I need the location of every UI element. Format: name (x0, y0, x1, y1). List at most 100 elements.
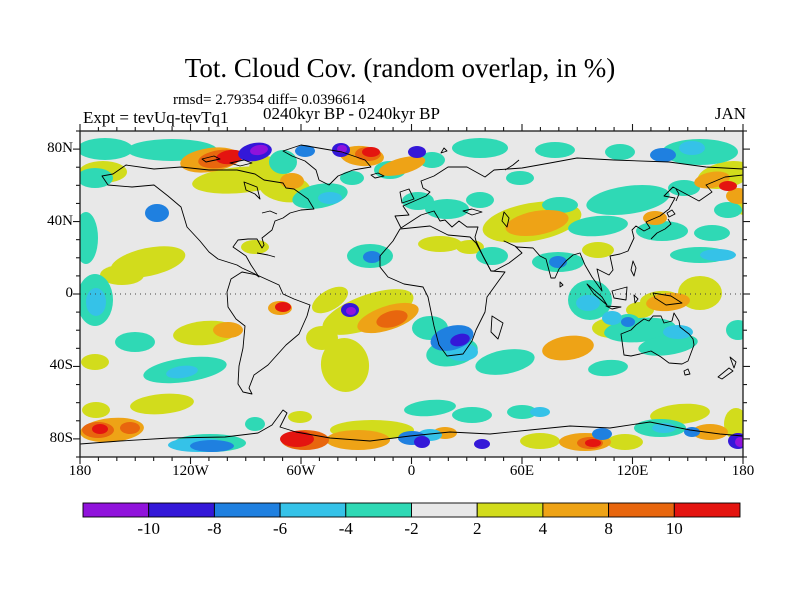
anomaly-blob (320, 338, 370, 392)
anomaly-blob (549, 256, 567, 268)
anomaly-blob (376, 310, 408, 328)
anomaly-blob (414, 436, 430, 448)
coastline (633, 294, 639, 304)
experiment-label: Expt = tevUq-tevTq1 (83, 108, 229, 127)
anomaly-blob (86, 288, 106, 316)
anomaly-blob (404, 399, 456, 417)
coastline (611, 286, 628, 301)
anomaly-blob (694, 225, 730, 241)
colorbar-cell (411, 502, 478, 518)
coastline (394, 157, 743, 292)
anomaly-blob (269, 150, 297, 174)
coastline (226, 271, 311, 395)
anomaly-blob (684, 427, 700, 437)
colorbar-label: -2 (404, 519, 419, 538)
colorbar-label: -4 (338, 519, 353, 538)
colorbar-cell (345, 502, 412, 518)
colorbar-cell (279, 502, 347, 518)
lat-axis-label: 40N (47, 212, 73, 229)
anomaly-blob (700, 249, 736, 261)
anomaly-blob (588, 359, 628, 377)
lat-axis-label: 40S (49, 357, 73, 374)
coastline (256, 252, 276, 258)
coastline (652, 292, 683, 306)
lon-axis-label: 120E (616, 463, 649, 479)
anomaly-blob (337, 145, 347, 153)
anomaly-blob (585, 439, 601, 447)
coastline (282, 144, 372, 186)
anomaly-blob (80, 138, 133, 160)
anomaly-blob (652, 423, 676, 433)
anomaly-blob (418, 236, 462, 252)
anomaly-blob (120, 422, 140, 434)
anomaly-blob (542, 335, 594, 361)
lon-axis-label: 60E (509, 463, 535, 479)
anomaly-blob (576, 295, 600, 311)
anomaly-blob (452, 407, 492, 423)
coastline (630, 260, 637, 277)
colorbar-cell (542, 502, 610, 518)
anomaly-blob (592, 428, 612, 440)
coastline (650, 218, 672, 240)
anomaly-blob (650, 403, 710, 425)
anomaly-blob (100, 265, 144, 285)
anomaly-blob (520, 433, 560, 449)
anomaly-blob (530, 407, 550, 417)
anomaly-blob (692, 424, 728, 440)
anomaly-blob (245, 417, 265, 431)
anomaly-blob (452, 138, 508, 158)
anomaly-blob (505, 209, 569, 237)
anomaly-blob (213, 322, 243, 338)
coastline (501, 211, 510, 228)
colorbar-label: 10 (665, 519, 683, 538)
anomaly-blob (80, 212, 98, 264)
anomaly-blob (605, 144, 635, 160)
coastline (504, 159, 520, 171)
colorbar-label: -8 (207, 519, 222, 538)
anomaly-blob (166, 365, 198, 379)
anomaly-blob (318, 192, 342, 204)
coastline (559, 281, 564, 288)
lon-axis-label: 120W (172, 463, 209, 479)
coastline (201, 155, 221, 163)
anomaly-blob (115, 332, 155, 352)
colorbar-cell (213, 502, 281, 518)
coastline (370, 172, 385, 179)
anomaly-blob (568, 215, 628, 237)
anomaly-blob (679, 141, 705, 155)
anomaly-blob (216, 149, 244, 165)
coastline (261, 210, 278, 215)
lon-axis-label: 180 (731, 463, 755, 479)
anomaly-blob (311, 286, 349, 314)
month-label: JAN (714, 104, 746, 123)
anomaly-blob (621, 317, 635, 327)
coastline (683, 368, 691, 376)
anomaly-blob (466, 192, 494, 208)
anomaly-blob (506, 171, 534, 185)
anomaly-blob (586, 184, 670, 216)
lat-axis-label: 80S (49, 429, 73, 446)
colorbar-label: 2 (472, 519, 482, 538)
anomaly-blob (190, 440, 234, 452)
anomaly-blob (419, 152, 445, 168)
anomaly-blob (250, 144, 268, 156)
colorbar-cell (608, 502, 675, 518)
colorbar-cell (476, 502, 544, 518)
colorbar-cell (673, 502, 741, 518)
anomaly-blob (724, 408, 743, 440)
lat-axis-label: 80N (47, 140, 73, 157)
stats-line: rmsd= 2.79354 diff= 0.0396614 (173, 92, 366, 108)
coastline (586, 283, 608, 306)
anomaly-blob (81, 354, 109, 370)
anomaly-blob (402, 192, 434, 210)
coastline (729, 356, 737, 369)
lat-axis-label: 0 (65, 285, 74, 301)
lon-axis-label: 180 (68, 463, 92, 479)
coastline (399, 188, 415, 204)
anomaly-blob (450, 333, 470, 347)
anomaly-blob (145, 204, 169, 222)
anomaly-blob (735, 437, 743, 447)
anomaly-blob (650, 148, 676, 162)
coastline (101, 164, 315, 278)
